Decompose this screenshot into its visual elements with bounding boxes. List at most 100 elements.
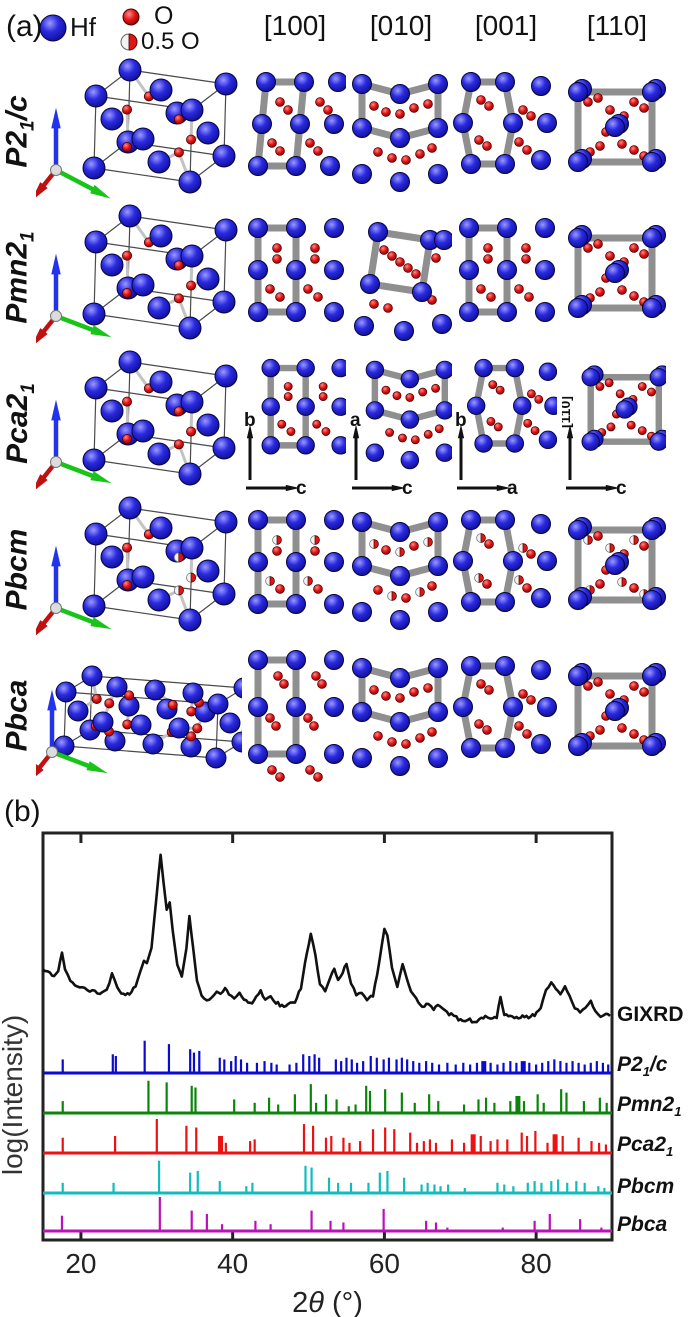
projection-001-view (453, 656, 557, 758)
axes-triad (36, 107, 111, 199)
projection-axes: [11̄0] c (562, 396, 627, 496)
hf-atoms (248, 218, 344, 322)
projection-axes: bc (244, 410, 307, 496)
o-atoms (583, 677, 649, 745)
projection-100-view: bc (244, 358, 346, 496)
hf-atom-icon (39, 14, 67, 41)
series-label-Pca2₁: Pca21 (617, 1133, 673, 1159)
hf-atoms (352, 658, 448, 776)
pattern-sticks-P2₁/c (43, 1040, 612, 1075)
atoms (82, 350, 238, 486)
series-label-Pmn2₁: Pmn21 (617, 1093, 681, 1119)
hf-atoms (248, 650, 344, 764)
series-label-Pbca: Pbca (617, 1213, 668, 1236)
row-label: Pmn21 (0, 230, 39, 324)
series-label-Pbcm: Pbcm (617, 1175, 674, 1198)
pattern-sticks-Pmn2₁ (43, 1080, 612, 1115)
row-label: Pca21 (0, 382, 39, 464)
o-atoms (474, 533, 536, 593)
o-atoms (265, 671, 327, 782)
o-atoms (369, 99, 437, 165)
column-header-100: [100] (263, 10, 327, 41)
projection-001-view (453, 72, 557, 174)
panel-b-label: (b) (4, 795, 41, 828)
structure-rows: P21/c Pmn21 Pca21 b c a c b a [11̄0] c Pbcm Pbca (0, 58, 700, 790)
o-atoms (369, 537, 437, 603)
atoms (53, 665, 242, 769)
axis-label-horizontal: c (402, 478, 413, 496)
o-atoms (265, 535, 323, 594)
axes-triad (36, 399, 112, 490)
column-header-010: [010] (369, 10, 433, 41)
projection-001-view (459, 218, 555, 322)
hf-atoms (581, 365, 666, 451)
x-tick-label: 60 (369, 1248, 400, 1279)
legend-hf: Hf (38, 12, 96, 43)
hf-atoms (352, 512, 448, 630)
structure-row-Pca21: Pca21 b c a c b a [11̄0] c (0, 350, 700, 496)
x-tick-label: 80 (521, 1248, 552, 1279)
o-atom-icon (122, 8, 140, 25)
hf-atoms (568, 225, 666, 318)
column-header-001: [001] (474, 10, 538, 41)
projection-010-view (352, 74, 448, 192)
axis-label-horizontal: a (507, 478, 518, 496)
series-label-GIXRD: GIXRD (617, 1003, 684, 1026)
structure-row-P21c: P21/c (0, 58, 700, 204)
o-atoms (267, 97, 333, 156)
axis-label-vertical: a (350, 410, 361, 431)
hf-atoms (248, 72, 346, 176)
projection-100-view (248, 650, 344, 782)
structure-3d-view (36, 496, 238, 636)
structure-row-Pmn21: Pmn21 (0, 204, 700, 350)
axes-triad (36, 689, 108, 777)
projection-110-view (568, 79, 666, 172)
hf-atoms (261, 358, 346, 455)
o-atoms (265, 243, 323, 302)
projection-110-view: [11̄0] c (562, 365, 666, 496)
projection-110-view (568, 517, 666, 610)
legend-half-o: 0.5 O (120, 28, 200, 56)
half-o-atom-icon (120, 33, 138, 51)
axis-label-vertical: [11̄0] (562, 396, 573, 428)
axis-label-horizontal: c (616, 478, 627, 496)
row-label: Pbca (0, 679, 34, 751)
pattern-sticks-Pca2₁ (43, 1119, 612, 1155)
y-axis-label: log(Intensity) (0, 1015, 28, 1175)
o-atoms (381, 383, 444, 445)
hf-atoms (453, 510, 557, 612)
structure-3d-view (36, 665, 242, 777)
legend-half-o-label: 0.5 O (141, 28, 200, 55)
o-atoms (277, 382, 331, 436)
projection-100-view (248, 510, 344, 614)
structure-row-Pbcm: Pbcm (0, 496, 700, 642)
structure-3d-view (36, 350, 238, 490)
o-atoms (583, 239, 649, 307)
legend-o: O (122, 2, 173, 31)
structure-3d-view (36, 204, 238, 344)
projection-010-view (352, 512, 448, 630)
x-tick-label: 40 (217, 1248, 248, 1279)
pattern-sticks-Pbca (43, 1197, 612, 1233)
projection-001-view (453, 510, 557, 612)
projection-axes: ac (350, 410, 413, 496)
projection-110-view (568, 663, 666, 756)
projection-axes: ba (455, 410, 518, 496)
atoms (82, 496, 238, 632)
projection-001-view: ba (455, 358, 557, 496)
projection-010-view: ac (350, 360, 452, 496)
o-atoms (369, 683, 437, 749)
panel-b-xrd: (b) 20 40 60 80 GIXRD P21/c Pmn21 Pca21 Pbcm Pbca… (0, 795, 700, 1317)
gixrd-curve (42, 853, 611, 1024)
hf-atoms (365, 360, 452, 470)
o-atoms (474, 679, 536, 739)
axes-triad (36, 253, 112, 344)
axis-label-horizontal: c (296, 478, 307, 496)
pattern-sticks-Pbcm (43, 1160, 612, 1195)
atoms (82, 204, 238, 340)
atoms (82, 58, 238, 194)
hf-atoms (248, 510, 344, 614)
axis-label-vertical: b (244, 410, 256, 431)
projection-100-view (248, 72, 346, 176)
